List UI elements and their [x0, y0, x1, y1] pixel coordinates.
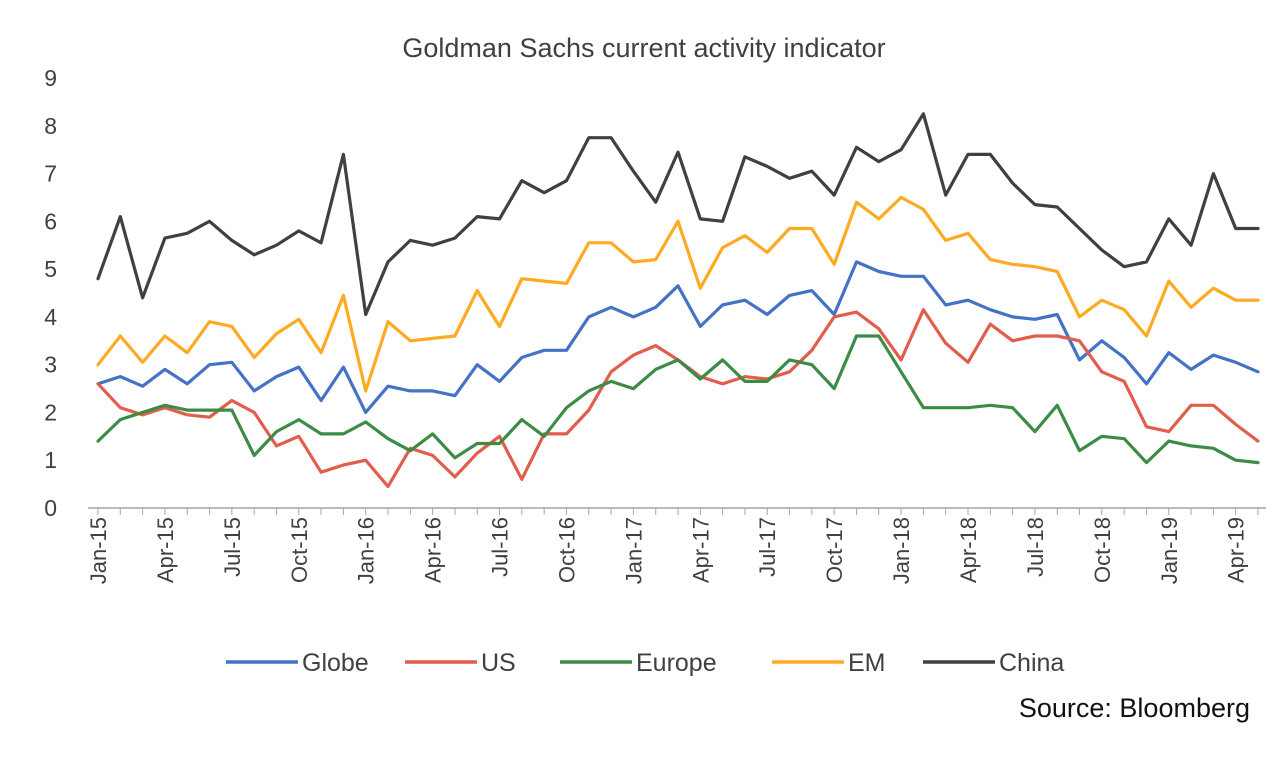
x-tick-label: Oct-16 [554, 517, 579, 583]
y-tick-label: 1 [44, 447, 57, 473]
x-tick-label: Apr-19 [1224, 517, 1249, 583]
legend-label-china: China [999, 649, 1064, 677]
x-tick-label: Jul-18 [1023, 517, 1048, 577]
series-lines [96, 112, 1260, 489]
y-tick-label: 5 [44, 256, 57, 282]
legend-label-europe: Europe [636, 649, 717, 677]
y-tick-label: 4 [44, 304, 57, 330]
y-tick-label: 9 [44, 65, 57, 91]
x-tick-label: Jan-17 [621, 517, 646, 584]
legend-label-em: EM [848, 649, 886, 677]
y-tick-label: 0 [44, 495, 57, 521]
x-tick-label: Apr-16 [421, 517, 446, 583]
x-tick-label: Apr-17 [688, 517, 713, 583]
series-line-globe [96, 260, 1260, 414]
y-tick-label: 8 [44, 113, 57, 139]
x-tick-label: Jan-18 [889, 517, 914, 584]
series-line-china [96, 112, 1260, 317]
x-tick-label: Oct-17 [822, 517, 847, 583]
x-tick-label: Oct-18 [1090, 517, 1115, 583]
x-tick-label: Jul-17 [755, 517, 780, 577]
x-axis: Jan-15 Apr-15 Jul-15 Oct-15 Jan-16 Apr-16 Jul-… [86, 507, 1266, 584]
y-tick-label: 3 [44, 352, 57, 378]
source-note: Source: Bloomberg [1018, 693, 1250, 723]
y-tick-label: 2 [44, 399, 57, 425]
x-tick-label: Jan-16 [354, 517, 379, 584]
x-tick-label: Jan-15 [86, 517, 111, 584]
legend: Globe US Europe EM China [226, 649, 1064, 677]
x-tick-label: Jul-15 [220, 517, 245, 577]
x-tick-label: Oct-15 [287, 517, 312, 583]
x-tick-label: Apr-18 [956, 517, 981, 583]
y-tick-label: 6 [44, 208, 57, 234]
y-tick-label: 7 [44, 161, 57, 187]
series-line-em [96, 195, 1260, 393]
series-line-europe [96, 334, 1260, 465]
x-tick-label: Jul-16 [488, 517, 513, 577]
y-axis-ticks: 0 1 2 3 4 5 6 7 8 9 [44, 65, 57, 521]
legend-label-globe: Globe [302, 649, 369, 677]
x-tick-label: Apr-15 [153, 517, 178, 583]
chart-title: Goldman Sachs current activity indicator [402, 33, 885, 63]
x-tick-label: Jan-19 [1157, 517, 1182, 584]
legend-label-us: US [481, 649, 516, 677]
